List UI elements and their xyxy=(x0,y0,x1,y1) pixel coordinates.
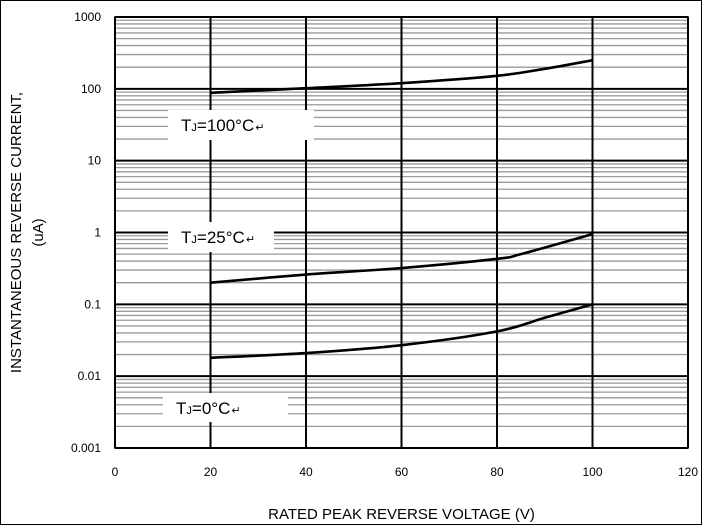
x-tick-label: 120 xyxy=(678,465,698,479)
x-tick-labels: 0 20 40 60 80 100 120 xyxy=(112,465,699,479)
curve-label-box xyxy=(168,222,274,252)
y-tick-label: 0.001 xyxy=(71,441,101,455)
plot-area xyxy=(114,16,689,449)
y-axis-title-line: (uA) xyxy=(30,218,47,246)
x-tick-label: 20 xyxy=(204,465,218,479)
series-line-1 xyxy=(210,232,593,285)
x-tick-label: 80 xyxy=(490,465,504,479)
curve-label-box xyxy=(168,110,314,140)
series-line-2 xyxy=(210,303,593,360)
x-tick-label: 100 xyxy=(582,465,602,479)
y-tick-label: 0.01 xyxy=(78,369,102,383)
y-tick-label: 10 xyxy=(88,154,102,168)
y-tick-label: 1000 xyxy=(74,10,101,24)
curve-labels: TJ=100°C↵ TJ=25°C↵ TJ=0°C↵ xyxy=(163,110,314,422)
y-axis-title-line: INSTANTANEOUS REVERSE CURRENT, xyxy=(8,92,25,373)
x-axis-title: RATED PEAK REVERSE VOLTAGE (V) xyxy=(268,506,535,523)
y-tick-label: 0.1 xyxy=(84,297,101,311)
y-tick-label: 1 xyxy=(94,226,101,240)
curve-label-2: TJ=0°C↵ xyxy=(176,399,241,418)
curve-label-box xyxy=(163,393,288,422)
curve-label-1: TJ=25°C↵ xyxy=(181,228,255,247)
curves xyxy=(210,58,593,360)
series-line-0 xyxy=(210,58,593,95)
x-tick-label: 40 xyxy=(299,465,313,479)
x-tick-label: 0 xyxy=(112,465,119,479)
y-axis-title: INSTANTANEOUS REVERSE CURRENT, (uA) xyxy=(8,92,47,373)
x-tick-label: 60 xyxy=(395,465,409,479)
y-tick-labels: 0.001 0.01 0.1 1 10 100 1000 xyxy=(71,10,101,455)
y-tick-label: 100 xyxy=(81,82,101,96)
curve-label-0: TJ=100°C↵ xyxy=(181,116,264,135)
